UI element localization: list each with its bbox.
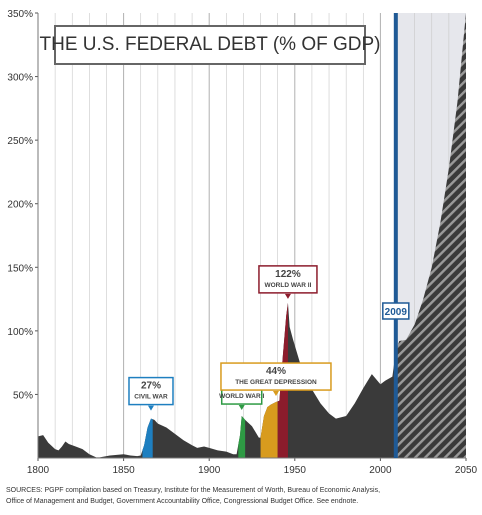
callout-label: WORLD WAR I [219, 393, 264, 400]
marker-2009-box [382, 302, 410, 320]
x-tick-label: 2050 [455, 465, 478, 476]
callout-pointer [147, 405, 154, 411]
callout-pointer [272, 391, 279, 397]
projected-debt-area [395, 13, 466, 458]
y-tick-label: 300% [7, 73, 33, 84]
sources-line-2: Office of Management and Budget, Governm… [6, 498, 359, 505]
x-tick-label: 2000 [369, 465, 392, 476]
callout-value: 44% [266, 366, 286, 377]
chart-title: THE U.S. FEDERAL DEBT (% OF GDP) [40, 25, 381, 65]
y-tick-label: 250% [7, 136, 33, 147]
callout-label: THE GREAT DEPRESSION [235, 379, 317, 386]
sources-note: SOURCES: PGPF compilation based on Treas… [6, 485, 478, 507]
callout-value: 122% [275, 269, 301, 280]
x-tick-label: 1800 [27, 465, 50, 476]
y-tick-label: 350% [7, 9, 33, 20]
callout-box [128, 376, 174, 406]
y-tick-label: 150% [7, 263, 33, 274]
y-tick-label: 50% [13, 390, 33, 401]
callout-pointer [238, 405, 245, 411]
callout-value: 27% [141, 381, 161, 392]
civil-war-callout: 27% CIVIL WAR [128, 376, 174, 411]
callout-box [220, 362, 332, 391]
marker-2009-label: 2009 [385, 307, 408, 318]
callout-pointer [284, 293, 291, 299]
callout-label: WORLD WAR II [264, 282, 311, 289]
x-tick-label: 1950 [284, 465, 307, 476]
historical-debt-area [38, 302, 396, 458]
great-depression-callout: 44% THE GREAT DEPRESSION [220, 362, 332, 397]
civil-war-highlight [142, 418, 153, 458]
x-tick-label: 1850 [112, 465, 135, 476]
sources-line-1: SOURCES: PGPF compilation based on Treas… [6, 487, 381, 494]
great-depression-highlight [260, 401, 278, 458]
y-tick-label: 100% [7, 327, 33, 338]
x-tick-label: 1900 [198, 465, 221, 476]
callout-label: CIVIL WAR [134, 394, 168, 401]
world-war-ii-callout: 122% WORLD WAR II [258, 265, 318, 299]
y-tick-label: 200% [7, 200, 33, 211]
callout-box [258, 265, 318, 294]
world-war-i-highlight [238, 416, 246, 458]
